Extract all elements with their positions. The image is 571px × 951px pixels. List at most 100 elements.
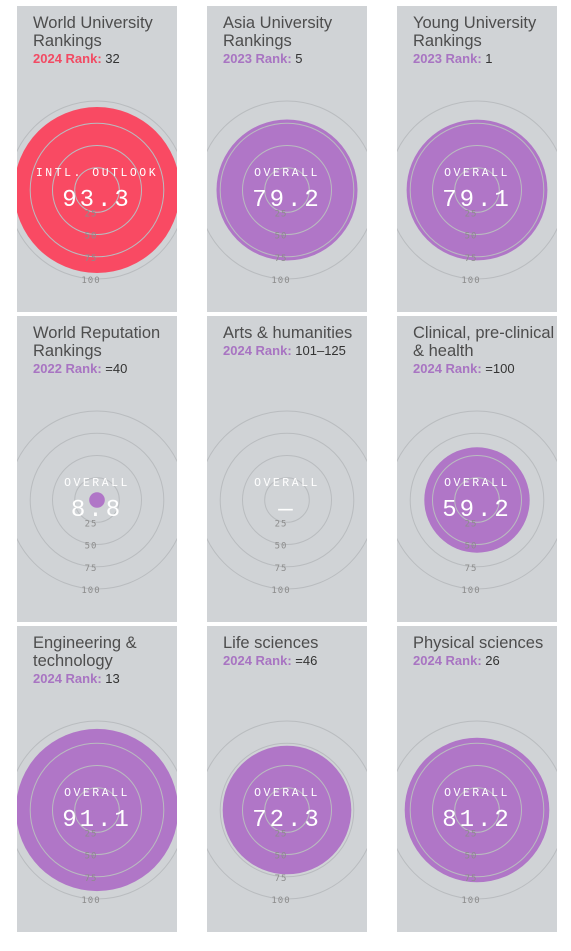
gauge-tick-label: 75 bbox=[465, 874, 478, 884]
ranking-name: Engineering & technology bbox=[33, 634, 137, 670]
gauge-ring bbox=[454, 167, 500, 213]
rank-value: =46 bbox=[291, 653, 318, 668]
rank-label: 2024 Rank: bbox=[413, 653, 482, 668]
gauge-ring bbox=[397, 410, 557, 590]
ranking-card[interactable]: Physical sciences 2024 Rank: 26 25 50 75 100 O… bbox=[397, 626, 557, 932]
rank-label: 2024 Rank: bbox=[223, 653, 292, 668]
rank-line: 2024 Rank: 32 bbox=[33, 51, 175, 67]
gauge-tick-label: 75 bbox=[85, 564, 98, 574]
gauge-ring bbox=[242, 455, 332, 545]
gauge-tick-label: 25 bbox=[275, 209, 288, 219]
score-gauge: 25 50 75 100 INTL. OUTLOOK 93.3 bbox=[17, 96, 177, 296]
gauge-ring bbox=[17, 410, 177, 590]
rank-value: 26 bbox=[481, 653, 500, 668]
gauge-tick-label: 25 bbox=[85, 829, 98, 839]
gauge-tick-label: 75 bbox=[85, 874, 98, 884]
metric-label: OVERALL bbox=[64, 787, 130, 800]
metric-value: 79.2 bbox=[252, 187, 322, 214]
gauge-ring bbox=[219, 122, 355, 258]
card-title: Arts & humanities 2024 Rank: 101–125 bbox=[223, 324, 365, 359]
gauge-tick-label: 100 bbox=[461, 276, 480, 286]
score-gauge: 25 50 75 100 OVERALL 8.8 bbox=[17, 406, 177, 606]
score-gauge: 25 50 75 100 OVERALL 59.2 bbox=[397, 406, 557, 606]
gauge-tick-label: 100 bbox=[271, 276, 290, 286]
metric-label: INTL. OUTLOOK bbox=[36, 167, 158, 180]
rank-line: 2024 Rank: 101–125 bbox=[223, 343, 365, 359]
gauge-ring bbox=[432, 455, 522, 545]
ranking-card[interactable]: World Reputation Rankings 2022 Rank: =40 2… bbox=[17, 316, 177, 622]
ranking-card[interactable]: Life sciences 2024 Rank: =46 25 50 75 100 OVER… bbox=[207, 626, 367, 932]
gauge-tick-label: 50 bbox=[465, 852, 478, 862]
gauge-ring bbox=[397, 100, 557, 280]
metric-value: 59.2 bbox=[442, 497, 512, 524]
rank-label: 2022 Rank: bbox=[33, 361, 102, 376]
gauge-ring bbox=[432, 765, 522, 855]
ranking-card[interactable]: Asia University Rankings 2023 Rank: 5 25 50… bbox=[207, 6, 367, 312]
gauge-ring bbox=[219, 742, 355, 878]
rank-line: 2024 Rank: 26 bbox=[413, 653, 555, 669]
gauge-ring bbox=[29, 742, 165, 878]
gauge-ring bbox=[74, 787, 120, 833]
metric-value: 81.2 bbox=[442, 807, 512, 834]
score-gauge: 25 50 75 100 OVERALL 72.3 bbox=[207, 716, 367, 916]
ranking-name: Arts & humanities bbox=[223, 324, 353, 342]
gauge-tick-label: 50 bbox=[465, 232, 478, 242]
gauge-ring bbox=[74, 477, 120, 523]
gauge-tick-label: 100 bbox=[461, 586, 480, 596]
gauge-ring bbox=[409, 432, 545, 568]
score-disc bbox=[17, 728, 177, 892]
gauge-ring bbox=[219, 432, 355, 568]
metric-label: OVERALL bbox=[444, 167, 510, 180]
metric-label: OVERALL bbox=[254, 167, 320, 180]
metric-value: 79.1 bbox=[442, 187, 512, 214]
gauge-tick-label: 25 bbox=[85, 209, 98, 219]
gauge-tick-label: 75 bbox=[275, 254, 288, 264]
score-disc bbox=[424, 447, 530, 553]
gauge-ring bbox=[207, 720, 367, 900]
gauge-tick-label: 100 bbox=[81, 276, 100, 286]
gauge-tick-label: 100 bbox=[271, 896, 290, 906]
gauge-ring bbox=[17, 100, 177, 280]
ranking-name: Clinical, pre-clinical & health bbox=[413, 324, 555, 360]
rank-line: 2022 Rank: =40 bbox=[33, 361, 175, 377]
rank-value: 1 bbox=[481, 51, 493, 66]
rank-line: 2023 Rank: 1 bbox=[413, 51, 555, 67]
card-title: Clinical, pre-clinical & health 2024 Rank… bbox=[413, 324, 555, 377]
gauge-tick-label: 100 bbox=[81, 586, 100, 596]
rank-value: 101–125 bbox=[291, 343, 346, 358]
rank-label: 2023 Rank: bbox=[223, 51, 292, 66]
gauge-tick-label: 25 bbox=[465, 519, 478, 529]
score-gauge: 25 50 75 100 OVERALL 79.2 bbox=[207, 96, 367, 296]
gauge-ring bbox=[74, 167, 120, 213]
score-gauge: 25 50 75 100 OVERALL 91.1 bbox=[17, 716, 177, 916]
metric-label: OVERALL bbox=[254, 787, 320, 800]
ranking-card[interactable]: Engineering & technology 2024 Rank: 13 25 5… bbox=[17, 626, 177, 932]
ranking-name: Asia University Rankings bbox=[223, 14, 333, 50]
ranking-card[interactable]: World University Rankings 2024 Rank: 32 25… bbox=[17, 6, 177, 312]
gauge-ring bbox=[52, 765, 142, 855]
rank-label: 2024 Rank: bbox=[413, 361, 482, 376]
gauge-tick-label: 25 bbox=[465, 829, 478, 839]
rank-label: 2024 Rank: bbox=[33, 51, 102, 66]
card-title: Life sciences 2024 Rank: =46 bbox=[223, 634, 365, 669]
card-title: Physical sciences 2024 Rank: 26 bbox=[413, 634, 555, 669]
gauge-ring bbox=[52, 455, 142, 545]
gauge-tick-label: 25 bbox=[85, 519, 98, 529]
metric-value: 93.3 bbox=[62, 187, 132, 214]
gauge-ring bbox=[454, 477, 500, 523]
gauge-ring bbox=[397, 720, 557, 900]
score-gauge: 25 50 75 100 OVERALL — bbox=[207, 406, 367, 606]
gauge-tick-label: 25 bbox=[275, 519, 288, 529]
ranking-card[interactable]: Young University Rankings 2023 Rank: 1 25 5… bbox=[397, 6, 557, 312]
rank-label: 2023 Rank: bbox=[413, 51, 482, 66]
gauge-tick-label: 75 bbox=[465, 564, 478, 574]
card-title: Young University Rankings 2023 Rank: 1 bbox=[413, 14, 555, 67]
gauge-ring bbox=[207, 410, 367, 590]
gauge-tick-label: 50 bbox=[85, 542, 98, 552]
ranking-card[interactable]: Arts & humanities 2024 Rank: 101–125 25 50 7… bbox=[207, 316, 367, 622]
gauge-tick-label: 25 bbox=[465, 209, 478, 219]
ranking-name: World Reputation Rankings bbox=[33, 324, 161, 360]
ranking-card[interactable]: Clinical, pre-clinical & health 2024 Rank… bbox=[397, 316, 557, 622]
gauge-ring bbox=[242, 765, 332, 855]
score-disc bbox=[216, 119, 358, 261]
